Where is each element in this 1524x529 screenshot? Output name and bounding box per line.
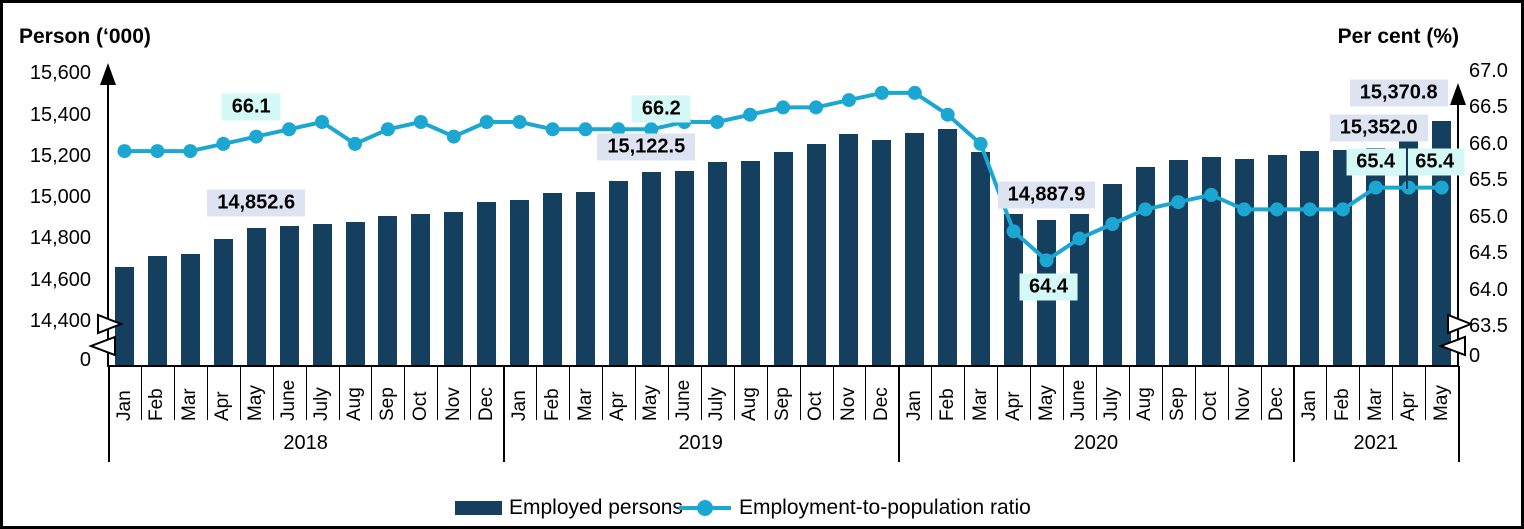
right-axis-title: Per cent (%) xyxy=(1337,25,1459,48)
year-separator xyxy=(1457,366,1460,462)
month-separator xyxy=(173,366,175,420)
y-axis-tick-left: 15,000 xyxy=(29,186,91,209)
month-separator xyxy=(206,366,208,420)
y-axis-tick-right: 64.5 xyxy=(1469,242,1508,265)
month-separator xyxy=(1359,366,1361,420)
month-separator xyxy=(404,366,406,420)
value-label: 66.2 xyxy=(631,95,691,123)
month-separator xyxy=(700,366,702,420)
y-axis-tick-right: 0 xyxy=(1469,345,1481,367)
value-label: 65.4 xyxy=(1405,148,1465,176)
year-separator xyxy=(107,366,110,462)
month-separator xyxy=(667,366,669,420)
year-separator xyxy=(1293,366,1295,462)
x-axis-year-label-2019: 2019 xyxy=(678,432,723,454)
value-label: 65.4 xyxy=(1346,148,1406,176)
month-separator xyxy=(140,366,142,420)
month-separator xyxy=(1161,366,1163,420)
legend-line-dot-icon xyxy=(697,500,713,516)
legend-bar-swatch-icon xyxy=(455,501,502,515)
month-separator xyxy=(470,366,472,420)
month-separator xyxy=(437,366,439,420)
y-axis-tick-right: 67.0 xyxy=(1469,60,1508,82)
month-separator xyxy=(602,366,603,420)
y-axis-tick-right: 65.5 xyxy=(1469,169,1508,192)
month-separator xyxy=(964,366,966,420)
bar-apr-2018 xyxy=(213,239,233,366)
value-label: 64.4 xyxy=(1019,273,1078,301)
y-axis-tick-left: 15,200 xyxy=(29,144,91,167)
month-separator xyxy=(634,366,636,420)
x-axis-year-label-2020: 2020 xyxy=(1073,432,1119,454)
month-separator xyxy=(766,366,768,420)
month-separator xyxy=(1194,366,1196,420)
x-axis-year-label-2021: 2021 xyxy=(1353,432,1399,454)
month-separator xyxy=(1392,366,1394,420)
month-separator xyxy=(1128,366,1130,420)
month-separator xyxy=(305,366,307,420)
y-axis-tick-left: 0 xyxy=(79,349,91,371)
value-label: 14,852.6 xyxy=(207,189,306,216)
month-separator xyxy=(1326,366,1328,420)
month-separator xyxy=(733,366,735,420)
annotation-divider-line xyxy=(1406,146,1408,189)
legend-bar-label: Employed persons xyxy=(509,496,683,519)
month-separator xyxy=(832,366,834,420)
y-axis-tick-left: 14,600 xyxy=(29,268,91,291)
month-separator xyxy=(239,366,241,420)
month-separator xyxy=(865,366,867,420)
y-axis-tick-right: 66.0 xyxy=(1469,132,1508,155)
y-axis-tick-right: 65.0 xyxy=(1469,205,1508,228)
year-separator xyxy=(502,366,505,462)
month-separator xyxy=(997,366,999,420)
month-separator xyxy=(799,366,801,420)
x-axis-year-label-2018: 2018 xyxy=(283,432,328,454)
value-label: 15,370.8 xyxy=(1349,79,1448,106)
month-separator xyxy=(1063,366,1064,420)
value-label: 15,122.5 xyxy=(597,133,696,161)
y-axis-tick-right: 64.0 xyxy=(1469,278,1508,301)
month-separator xyxy=(272,366,274,420)
y-axis-tick-right: 63.5 xyxy=(1469,315,1508,337)
legend: Employed persons Employment-to-populatio… xyxy=(3,3,1521,526)
value-label: 66.1 xyxy=(221,93,281,121)
month-separator xyxy=(1425,366,1427,420)
bar-jan-2018 xyxy=(115,267,134,366)
month-separator xyxy=(536,366,538,420)
bar-feb-2018 xyxy=(147,256,167,366)
legend-line-label: Employment-to-population ratio xyxy=(739,496,1031,519)
year-separator xyxy=(897,366,900,462)
month-separator xyxy=(1260,366,1262,420)
bar-mar-2018 xyxy=(180,253,200,366)
month-separator xyxy=(569,366,570,420)
value-label: 15,352.0 xyxy=(1329,114,1428,142)
month-separator xyxy=(931,366,933,420)
y-axis-tick-left: 15,600 xyxy=(29,62,91,85)
y-axis-tick-right: 66.5 xyxy=(1469,96,1508,119)
y-axis-tick-left: 15,400 xyxy=(29,103,91,126)
month-separator xyxy=(1227,366,1229,420)
month-separator xyxy=(371,366,373,420)
left-axis-title: Person (‘000) xyxy=(19,25,151,48)
month-separator xyxy=(1095,366,1097,420)
y-axis-tick-left: 14,400 xyxy=(29,310,91,332)
month-separator xyxy=(338,366,340,420)
month-separator xyxy=(1030,366,1031,420)
value-label: 14,887.9 xyxy=(997,181,1096,209)
y-axis-tick-left: 14,800 xyxy=(29,227,91,250)
